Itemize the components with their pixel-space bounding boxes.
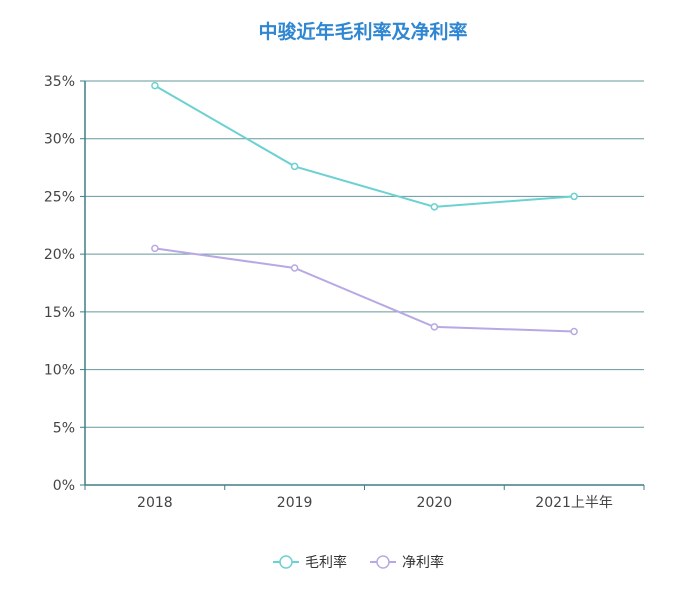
y-tick-label: 20% xyxy=(44,247,75,263)
series-line xyxy=(154,84,575,208)
data-point xyxy=(290,264,299,272)
y-tick-label: 10% xyxy=(44,363,75,379)
data-point xyxy=(290,162,299,171)
data-point xyxy=(151,81,159,90)
data-point xyxy=(570,192,578,201)
data-point xyxy=(151,244,159,253)
y-tick-label: 30% xyxy=(44,132,75,148)
x-tick-label: 2020 xyxy=(417,495,453,511)
series-line xyxy=(154,247,575,333)
chart-title: 中骏近年毛利率及净利率 xyxy=(258,20,467,43)
y-tick-label: 15% xyxy=(44,305,75,321)
data-point xyxy=(570,327,578,336)
x-tick-label: 2019 xyxy=(277,495,313,511)
x-tick-label: 2018 xyxy=(137,495,173,511)
y-tick-label: 25% xyxy=(44,189,75,205)
y-tick-label: 5% xyxy=(53,420,75,436)
legend-marker xyxy=(376,555,390,569)
data-point xyxy=(430,203,439,211)
x-tick-label: 2021上半年 xyxy=(535,495,613,511)
y-tick-label: 0% xyxy=(53,478,75,494)
data-point xyxy=(430,323,439,331)
legend-label: 净利率 xyxy=(402,554,444,571)
y-tick-label: 35% xyxy=(44,74,75,90)
legend-label: 毛利率 xyxy=(305,554,347,571)
legend-marker xyxy=(279,555,293,569)
